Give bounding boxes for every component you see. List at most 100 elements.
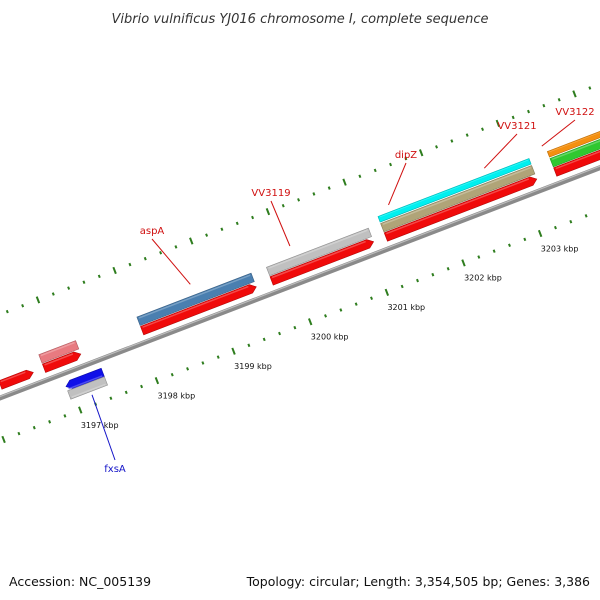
minor-tick: [140, 384, 144, 389]
major-tick: [231, 347, 236, 355]
gene-label-leader: [151, 238, 191, 285]
dipZ-gene-shine: [379, 159, 528, 218]
minor-tick: [17, 431, 21, 436]
minor-tick: [416, 278, 419, 283]
gene-label: VV3119: [251, 188, 290, 199]
major-tick: [572, 90, 577, 98]
backbone-highlight: [0, 165, 600, 398]
ruler-label: 3203 kbp: [541, 244, 579, 253]
minor-tick: [97, 274, 101, 279]
minor-tick: [109, 396, 113, 401]
gene-labels: aspA VV3119 dipZ VV3121 VV3122 fxsA: [91, 107, 595, 475]
VV3119-cds-shine: [271, 240, 366, 279]
minor-tick: [48, 420, 52, 424]
minor-tick: [465, 133, 469, 137]
aspA-cds-shine: [142, 285, 249, 328]
minor-tick: [32, 425, 36, 430]
minor-tick: [251, 215, 255, 220]
gene-label: dipZ: [395, 150, 417, 161]
minor-tick: [278, 331, 282, 336]
minor-tick: [404, 156, 408, 161]
minor-tick: [358, 174, 362, 179]
minor-tick: [297, 198, 301, 202]
minor-tick: [339, 308, 343, 312]
VV3121-misc: [549, 138, 600, 168]
minor-tick: [527, 109, 530, 114]
minor-tick: [205, 233, 209, 237]
edge-gene-cds-body: [0, 369, 34, 390]
major-tick: [189, 237, 194, 245]
ruler-ticks: 3197 kbp 3198 kbp 3199 kbp 3200 kbp 3201 kbp…: [1, 86, 600, 444]
dipZ-gene: [377, 158, 532, 223]
minor-tick: [435, 145, 439, 149]
aspA-cds-body: [140, 284, 257, 336]
minor-tick: [450, 139, 454, 143]
minor-tick: [373, 168, 377, 173]
minor-tick: [508, 243, 511, 248]
ruler-label: 3200 kbp: [311, 333, 349, 342]
minor-tick: [523, 237, 527, 242]
minor-tick: [216, 355, 220, 359]
ruler-label: 3199 kbp: [234, 362, 272, 371]
ruler-label: 3201 kbp: [387, 303, 425, 312]
VV3121-cds: [553, 149, 600, 177]
dipZ-misc-shine: [382, 166, 531, 225]
fxsA-cds: [65, 367, 105, 390]
VV3119-cds: [269, 239, 375, 286]
minor-tick: [324, 314, 328, 318]
major-tick: [112, 266, 117, 275]
edge-gene-cds-shine: [0, 371, 26, 383]
VV3121-gene: [546, 130, 600, 158]
minor-tick: [293, 325, 297, 330]
major-tick: [342, 178, 347, 186]
dipZ-cds-shine: [386, 178, 530, 235]
pink-gene-body: [38, 340, 80, 364]
minor-tick: [327, 186, 331, 190]
minor-tick: [186, 367, 190, 371]
aspA-cds: [140, 284, 257, 336]
VV3121-cds-shine: [555, 150, 600, 170]
gene-label: fxsA: [104, 464, 126, 475]
gene-label: VV3122: [555, 107, 594, 118]
genome-summary-text: Topology: circular; Length: 3,354,505 bp…: [246, 574, 590, 589]
fxsA-cds-shine: [68, 375, 103, 390]
minor-tick: [201, 361, 205, 365]
aspA-gene: [136, 272, 255, 326]
major-tick: [308, 318, 313, 326]
feature-tracks: [0, 130, 600, 400]
minor-tick: [170, 372, 174, 377]
minor-tick: [354, 302, 358, 306]
ruler-label: 3198 kbp: [158, 391, 196, 400]
minor-tick: [481, 127, 484, 131]
minor-tick: [21, 304, 25, 308]
minor-tick: [400, 284, 404, 289]
minor-tick: [51, 292, 55, 296]
VV3119-gene-body: [266, 227, 372, 277]
accession-text: Accession: NC_005139: [9, 574, 151, 589]
fxsA-cds-body: [65, 367, 105, 390]
pink-gene-cds-shine: [44, 353, 74, 366]
dipZ-misc: [380, 165, 536, 233]
minor-tick: [67, 286, 71, 290]
major-tick: [419, 149, 424, 157]
gene-label: VV3121: [497, 121, 536, 132]
gene-label-leader: [270, 200, 291, 247]
minor-tick: [312, 192, 316, 196]
minor-tick: [143, 256, 147, 261]
minor-tick: [281, 203, 285, 208]
minor-tick: [262, 337, 266, 342]
backbone: [0, 164, 600, 401]
minor-tick: [82, 280, 86, 284]
minor-tick: [588, 86, 592, 90]
minor-tick: [370, 296, 373, 300]
VV3121-misc-shine: [551, 140, 600, 160]
backbone-line: [0, 164, 600, 401]
fxsA-gene-body: [67, 376, 108, 400]
aspA-gene-shine: [138, 274, 251, 319]
minor-tick: [128, 262, 132, 267]
major-tick: [384, 288, 390, 296]
aspA-gene-body: [136, 272, 255, 326]
major-tick: [35, 296, 41, 304]
minor-tick: [247, 343, 251, 348]
